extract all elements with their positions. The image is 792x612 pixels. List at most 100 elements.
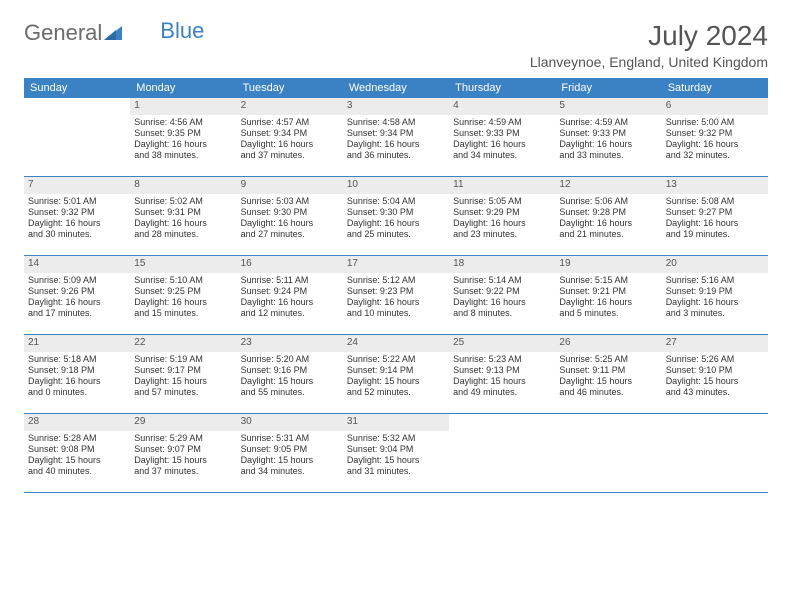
sunrise-text: Sunrise: 5:02 AM bbox=[134, 196, 232, 207]
logo-text-2: Blue bbox=[160, 18, 204, 44]
day-number: 10 bbox=[343, 177, 449, 194]
day-cell: 27Sunrise: 5:26 AMSunset: 9:10 PMDayligh… bbox=[662, 335, 768, 413]
daylight2-text: and 52 minutes. bbox=[347, 387, 445, 398]
daylight2-text: and 28 minutes. bbox=[134, 229, 232, 240]
day-cell: 8Sunrise: 5:02 AMSunset: 9:31 PMDaylight… bbox=[130, 177, 236, 255]
sunrise-text: Sunrise: 5:16 AM bbox=[666, 275, 764, 286]
daylight1-text: Daylight: 16 hours bbox=[347, 218, 445, 229]
daylight1-text: Daylight: 16 hours bbox=[134, 218, 232, 229]
day-cell: 22Sunrise: 5:19 AMSunset: 9:17 PMDayligh… bbox=[130, 335, 236, 413]
daylight1-text: Daylight: 16 hours bbox=[28, 376, 126, 387]
dayhead-thu: Thursday bbox=[449, 78, 555, 98]
day-cell: 30Sunrise: 5:31 AMSunset: 9:05 PMDayligh… bbox=[237, 414, 343, 492]
sunset-text: Sunset: 9:32 PM bbox=[28, 207, 126, 218]
sunrise-text: Sunrise: 5:04 AM bbox=[347, 196, 445, 207]
daylight1-text: Daylight: 16 hours bbox=[241, 139, 339, 150]
sunrise-text: Sunrise: 5:31 AM bbox=[241, 433, 339, 444]
sunset-text: Sunset: 9:07 PM bbox=[134, 444, 232, 455]
daylight1-text: Daylight: 15 hours bbox=[559, 376, 657, 387]
daylight2-text: and 32 minutes. bbox=[666, 150, 764, 161]
daylight1-text: Daylight: 16 hours bbox=[453, 297, 551, 308]
day-cell bbox=[555, 414, 661, 492]
daylight1-text: Daylight: 15 hours bbox=[453, 376, 551, 387]
day-cell: 26Sunrise: 5:25 AMSunset: 9:11 PMDayligh… bbox=[555, 335, 661, 413]
day-number: 15 bbox=[130, 256, 236, 273]
week-row: 21Sunrise: 5:18 AMSunset: 9:18 PMDayligh… bbox=[24, 335, 768, 414]
week-row: 14Sunrise: 5:09 AMSunset: 9:26 PMDayligh… bbox=[24, 256, 768, 335]
day-number: 8 bbox=[130, 177, 236, 194]
sunrise-text: Sunrise: 5:19 AM bbox=[134, 354, 232, 365]
day-cell: 12Sunrise: 5:06 AMSunset: 9:28 PMDayligh… bbox=[555, 177, 661, 255]
day-number: 18 bbox=[449, 256, 555, 273]
daylight1-text: Daylight: 15 hours bbox=[28, 455, 126, 466]
sunset-text: Sunset: 9:21 PM bbox=[559, 286, 657, 297]
sunrise-text: Sunrise: 4:59 AM bbox=[559, 117, 657, 128]
sunset-text: Sunset: 9:35 PM bbox=[134, 128, 232, 139]
sunset-text: Sunset: 9:33 PM bbox=[559, 128, 657, 139]
day-cell: 19Sunrise: 5:15 AMSunset: 9:21 PMDayligh… bbox=[555, 256, 661, 334]
dayhead-sat: Saturday bbox=[662, 78, 768, 98]
day-cell: 23Sunrise: 5:20 AMSunset: 9:16 PMDayligh… bbox=[237, 335, 343, 413]
day-number: 1 bbox=[130, 98, 236, 115]
day-number: 16 bbox=[237, 256, 343, 273]
day-cell: 18Sunrise: 5:14 AMSunset: 9:22 PMDayligh… bbox=[449, 256, 555, 334]
sunset-text: Sunset: 9:05 PM bbox=[241, 444, 339, 455]
daylight1-text: Daylight: 15 hours bbox=[241, 455, 339, 466]
daylight1-text: Daylight: 16 hours bbox=[28, 297, 126, 308]
daylight2-text: and 23 minutes. bbox=[453, 229, 551, 240]
day-number: 9 bbox=[237, 177, 343, 194]
daylight2-text: and 31 minutes. bbox=[347, 466, 445, 477]
daylight1-text: Daylight: 16 hours bbox=[559, 218, 657, 229]
dayhead-wed: Wednesday bbox=[343, 78, 449, 98]
daylight2-text: and 36 minutes. bbox=[347, 150, 445, 161]
sunrise-text: Sunrise: 5:28 AM bbox=[28, 433, 126, 444]
daylight2-text: and 34 minutes. bbox=[241, 466, 339, 477]
day-cell: 4Sunrise: 4:59 AMSunset: 9:33 PMDaylight… bbox=[449, 98, 555, 176]
week-row: 7 Sunrise: 5:01 AMSunset: 9:32 PM Daylight… bbox=[24, 177, 768, 256]
sunrise-text: Sunrise: 5:05 AM bbox=[453, 196, 551, 207]
daylight1-text: Daylight: 16 hours bbox=[241, 218, 339, 229]
logo-triangle-icon bbox=[104, 20, 122, 46]
sunset-text: Sunset: 9:19 PM bbox=[666, 286, 764, 297]
day-cell: 10Sunrise: 5:04 AMSunset: 9:30 PMDayligh… bbox=[343, 177, 449, 255]
day-cell: 25Sunrise: 5:23 AMSunset: 9:13 PMDayligh… bbox=[449, 335, 555, 413]
day-number: 31 bbox=[343, 414, 449, 431]
daylight2-text: and 49 minutes. bbox=[453, 387, 551, 398]
day-number: 11 bbox=[449, 177, 555, 194]
sunrise-text: Sunrise: 5:08 AM bbox=[666, 196, 764, 207]
day-number: 12 bbox=[555, 177, 661, 194]
day-header-row: Sunday Monday Tuesday Wednesday Thursday… bbox=[24, 78, 768, 98]
day-number: 7 bbox=[24, 177, 130, 194]
daylight2-text: and 12 minutes. bbox=[241, 308, 339, 319]
day-cell bbox=[449, 414, 555, 492]
daylight2-text: and 0 minutes. bbox=[28, 387, 126, 398]
day-cell: 24Sunrise: 5:22 AMSunset: 9:14 PMDayligh… bbox=[343, 335, 449, 413]
day-cell: 29Sunrise: 5:29 AMSunset: 9:07 PMDayligh… bbox=[130, 414, 236, 492]
daylight1-text: Daylight: 16 hours bbox=[666, 139, 764, 150]
sunrise-text: Sunrise: 4:59 AM bbox=[453, 117, 551, 128]
dayhead-tue: Tuesday bbox=[237, 78, 343, 98]
daylight2-text: and 27 minutes. bbox=[241, 229, 339, 240]
daylight2-text: and 40 minutes. bbox=[28, 466, 126, 477]
sunset-text: Sunset: 9:27 PM bbox=[666, 207, 764, 218]
sunrise-text: Sunrise: 5:01 AM bbox=[28, 196, 126, 207]
day-cell: 7Sunrise: 5:01 AMSunset: 9:32 PMDaylight… bbox=[24, 177, 130, 255]
daylight1-text: Daylight: 15 hours bbox=[134, 376, 232, 387]
daylight1-text: Daylight: 15 hours bbox=[347, 376, 445, 387]
sunset-text: Sunset: 9:32 PM bbox=[666, 128, 764, 139]
day-number: 21 bbox=[24, 335, 130, 352]
sunset-text: Sunset: 9:18 PM bbox=[28, 365, 126, 376]
daylight1-text: Daylight: 16 hours bbox=[559, 139, 657, 150]
sunrise-text: Sunrise: 5:32 AM bbox=[347, 433, 445, 444]
daylight2-text: and 34 minutes. bbox=[453, 150, 551, 161]
daylight1-text: Daylight: 16 hours bbox=[453, 218, 551, 229]
sunrise-text: Sunrise: 5:11 AM bbox=[241, 275, 339, 286]
sunrise-text: Sunrise: 4:56 AM bbox=[134, 117, 232, 128]
day-cell: 13Sunrise: 5:08 AMSunset: 9:27 PMDayligh… bbox=[662, 177, 768, 255]
month-title: July 2024 bbox=[530, 20, 768, 52]
sunset-text: Sunset: 9:14 PM bbox=[347, 365, 445, 376]
daylight2-text: and 10 minutes. bbox=[347, 308, 445, 319]
day-cell: 11Sunrise: 5:05 AMSunset: 9:29 PMDayligh… bbox=[449, 177, 555, 255]
day-cell: 3Sunrise: 4:58 AMSunset: 9:34 PMDaylight… bbox=[343, 98, 449, 176]
day-cell: 5Sunrise: 4:59 AMSunset: 9:33 PMDaylight… bbox=[555, 98, 661, 176]
